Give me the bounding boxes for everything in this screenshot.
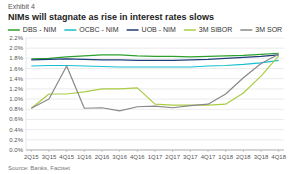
subtitle: Exhibit 4 [8,3,35,10]
grid-line [26,109,284,110]
series-line [31,54,278,111]
legend-item: DBS - NIM [8,26,57,33]
y-tick-label: 2.0% [9,45,23,51]
x-tick [119,150,120,152]
y-tick-label: 2.2% [9,35,23,41]
y-tick-label: 0.6% [9,116,23,122]
x-tick [261,150,262,152]
x-tick-label: 3Q17 [183,154,198,160]
y-tick-label: 0.4% [9,127,23,133]
series-line [31,55,278,61]
legend-label: UOB - NIM [142,26,176,33]
series-line [31,56,278,108]
legend-label: 3M SOR [255,26,282,33]
x-tick [155,150,156,152]
x-tick-label: 4Q16 [130,154,145,160]
legend-swatch [8,29,20,31]
grid-line [26,119,284,120]
x-tick [243,150,244,152]
y-tick-label: 0.8% [9,106,23,112]
x-tick-label: 4Q17 [201,154,216,160]
grid-line [26,88,284,89]
legend-swatch [184,29,196,31]
grid-line [26,99,284,100]
legend-swatch [127,29,139,31]
y-tick-label: 0.2% [9,137,23,143]
x-tick [31,150,32,152]
legend-label: OCBC - NIM [79,26,118,33]
x-tick-label: 2Q16 [95,154,110,160]
legend-swatch [64,29,76,31]
x-tick [84,150,85,152]
x-tick-label: 3Q15 [42,154,57,160]
x-axis: 2Q153Q154Q151Q162Q163Q164Q161Q172Q173Q17… [24,150,287,160]
x-tick [190,150,191,152]
x-tick [278,150,279,152]
x-tick-label: 4Q18 [271,154,286,160]
y-tick-label: 1.4% [9,76,23,82]
x-tick-label: 2Q15 [24,154,39,160]
legend-item: 3M SOR [240,26,282,33]
x-tick-label: 3Q18 [254,154,269,160]
x-tick [48,150,49,152]
y-tick-label: 0.0% [9,147,23,153]
y-axis-line [26,38,27,150]
legend-item: 3M SIBOR [184,26,232,33]
grid-line [26,129,284,130]
background [0,0,290,174]
x-tick [172,150,173,152]
x-tick-label: 2Q18 [236,154,251,160]
x-tick-label: 1Q18 [218,154,233,160]
x-tick [101,150,102,152]
x-tick [225,150,226,152]
x-tick-label: 1Q17 [148,154,163,160]
y-tick-label: 1.6% [9,66,23,72]
x-tick-label: 4Q15 [59,154,74,160]
legend-item: UOB - NIM [127,26,176,33]
legend: DBS - NIM OCBC - NIM UOB - NIM 3M SIBOR 3M S… [8,26,282,33]
grid-line [26,38,284,39]
chart: Exhibit 4 NIMs will stagnate as rise in i… [0,0,290,174]
y-tick-label: 1.0% [9,96,23,102]
x-tick [137,150,138,152]
series-lines [31,53,278,111]
legend-swatch [240,29,252,31]
series-line [31,60,278,67]
y-axis: 0.0% 0.2% 0.4% 0.6% 0.8% 1.0% 1.2% 1.4% 1.6% 1.8%… [9,35,284,153]
y-tick-label: 1.8% [9,55,23,61]
x-tick [66,150,67,152]
legend-label: 3M SIBOR [199,26,232,33]
grid-line [26,48,284,49]
y-tick-label: 1.2% [9,86,23,92]
x-tick-label: 3Q16 [112,154,127,160]
legend-label: DBS - NIM [23,26,57,33]
legend-item: OCBC - NIM [64,26,118,33]
x-tick [208,150,209,152]
x-tick-label: 2Q17 [165,154,180,160]
grid-line [26,78,284,79]
grid-line [26,139,284,140]
x-tick-label: 1Q16 [77,154,92,160]
title: NIMs will stagnate as rise in interest r… [8,12,214,22]
annotation: Source: Banks, Factset [8,165,70,171]
